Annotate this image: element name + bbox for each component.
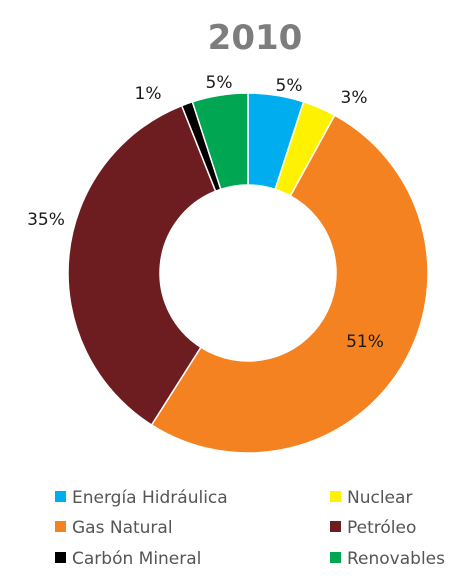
legend-item: Energía Hidráulica [55,488,228,508]
legend-item: Petróleo [330,518,416,538]
pie-slice-gas-natural [150,114,429,454]
data-label: 51% [346,332,384,352]
legend-label: Energía Hidráulica [72,488,228,508]
legend-label: Carbón Mineral [72,549,201,569]
legend-item: Renovables [330,549,445,569]
pie-slices [67,92,429,454]
legend-swatch [55,491,66,502]
legend-swatch [330,491,341,502]
legend-label: Nuclear [347,488,412,508]
pie-slice-petroleo [67,104,217,427]
data-label: 5% [206,73,233,93]
legend-label: Renovables [347,549,445,569]
legend-swatch [330,552,341,563]
legend-label: Gas Natural [72,518,173,538]
legend-swatch [330,521,341,532]
legend-label: Petróleo [347,518,416,538]
legend-swatch [55,521,66,532]
data-labels: 5% 3% 51% 35% 1% 5% [27,73,384,352]
pie-slice-renovables [191,92,249,191]
legend: Energía Hidráulica Nuclear Gas Natural Petr… [55,488,445,569]
chart-title: 2010 [208,18,303,58]
data-label: 1% [135,84,162,104]
data-label: 3% [341,88,368,108]
data-label: 35% [27,210,65,230]
data-label: 5% [276,76,303,96]
legend-item: Carbón Mineral [55,549,201,569]
legend-item: Nuclear [330,488,412,508]
legend-item: Gas Natural [55,518,173,538]
legend-swatch [55,552,66,563]
